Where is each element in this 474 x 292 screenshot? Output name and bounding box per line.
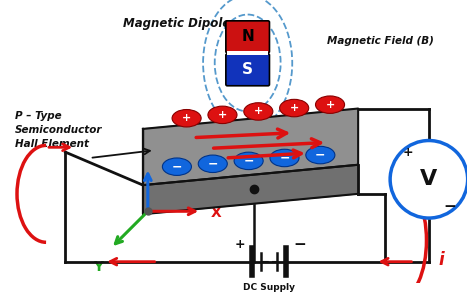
Ellipse shape <box>306 146 335 164</box>
FancyBboxPatch shape <box>226 21 269 53</box>
Text: i: i <box>438 251 444 269</box>
Text: N: N <box>241 29 254 44</box>
Ellipse shape <box>280 99 309 117</box>
Ellipse shape <box>208 106 237 124</box>
Text: −: − <box>444 199 456 214</box>
Bar <box>228 51 268 55</box>
Text: +: + <box>402 146 413 159</box>
Text: −: − <box>315 149 326 161</box>
Ellipse shape <box>316 96 345 113</box>
Ellipse shape <box>198 155 228 173</box>
Text: Magnetic Dipole: Magnetic Dipole <box>123 18 230 30</box>
Text: −: − <box>293 237 306 252</box>
Text: −: − <box>243 154 254 167</box>
Text: DC Supply: DC Supply <box>243 283 295 292</box>
Ellipse shape <box>234 152 263 170</box>
Circle shape <box>390 140 468 218</box>
Text: X: X <box>211 206 221 220</box>
Text: +: + <box>235 238 245 251</box>
FancyBboxPatch shape <box>226 54 269 86</box>
Text: Z: Z <box>143 146 153 160</box>
Text: P – Type
Semiconductor
Hall Element: P – Type Semiconductor Hall Element <box>15 112 102 150</box>
Text: −: − <box>172 160 182 173</box>
Polygon shape <box>143 109 358 185</box>
Polygon shape <box>143 165 358 214</box>
Text: V: V <box>420 169 438 189</box>
Ellipse shape <box>163 158 191 175</box>
Ellipse shape <box>172 110 201 127</box>
Text: −: − <box>279 152 290 164</box>
Text: Y: Y <box>93 260 103 274</box>
Text: +: + <box>218 110 227 120</box>
Text: +: + <box>182 113 191 123</box>
Text: +: + <box>254 107 263 117</box>
Text: −: − <box>208 157 218 170</box>
Ellipse shape <box>270 149 299 167</box>
Text: Magnetic Field (B): Magnetic Field (B) <box>327 36 434 46</box>
Ellipse shape <box>244 103 273 120</box>
Text: S: S <box>242 62 253 77</box>
Text: +: + <box>290 103 299 113</box>
Text: +: + <box>326 100 335 110</box>
